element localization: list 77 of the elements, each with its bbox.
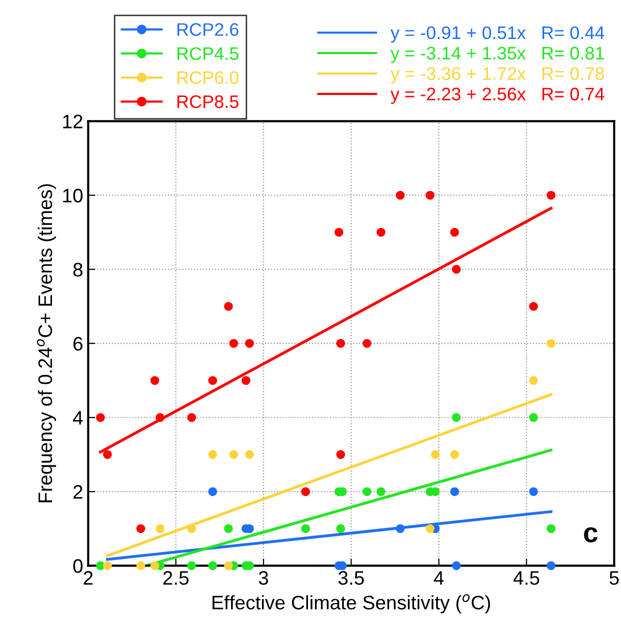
y-tick-label: 0 — [73, 559, 83, 573]
point — [452, 561, 461, 570]
point — [546, 190, 556, 200]
point — [156, 524, 164, 534]
legend-label: y = -3.14 + 1.35x R= 0.81 — [390, 46, 604, 64]
point — [224, 561, 233, 570]
annotation: c — [584, 527, 598, 542]
y-axis-title: Frequency of 0.24$^{o}$C+ Events (times) — [36, 184, 56, 502]
legend-label: RCP2.6 — [177, 23, 238, 36]
point — [245, 450, 254, 459]
legend-label: y = -0.91 + 0.51x R= 0.44 — [390, 26, 604, 43]
x-tick-label: 5 — [610, 571, 619, 585]
point — [336, 450, 346, 459]
point — [376, 228, 386, 237]
x-tick-label: 3 — [258, 571, 268, 585]
point — [187, 561, 196, 570]
point — [546, 561, 556, 570]
point — [103, 450, 112, 459]
point — [546, 339, 556, 348]
point — [450, 450, 460, 459]
point — [187, 413, 196, 422]
point — [229, 450, 238, 459]
point — [208, 376, 218, 385]
point — [150, 561, 160, 570]
point — [301, 524, 310, 534]
y-tick-label: 12 — [63, 114, 82, 128]
point — [362, 487, 372, 496]
point — [224, 524, 233, 534]
point — [426, 190, 434, 200]
point — [208, 487, 218, 496]
point — [242, 376, 250, 385]
y-tick-label: 2 — [73, 485, 82, 499]
point — [452, 264, 461, 274]
legend-label: y = -3.36 + 1.72x R= 0.78 — [390, 67, 604, 84]
point — [529, 302, 538, 311]
point — [529, 413, 538, 422]
point — [136, 561, 146, 570]
legend-label: RCP4.5 — [177, 47, 238, 60]
point — [336, 524, 346, 534]
point — [430, 450, 440, 459]
point — [136, 524, 146, 534]
legend-label: RCP6.0 — [177, 71, 238, 84]
point — [546, 524, 556, 534]
point — [208, 561, 218, 570]
x-tick-label: 2 — [84, 571, 93, 585]
y-tick-label: 6 — [73, 336, 82, 351]
point — [426, 524, 434, 534]
legend-label: y = -2.23 + 2.56x R= 0.74 — [390, 88, 604, 104]
point — [229, 339, 238, 348]
point — [208, 450, 218, 459]
point — [396, 524, 405, 534]
point — [301, 487, 310, 496]
point — [450, 228, 460, 237]
point — [362, 339, 372, 348]
point — [103, 561, 112, 570]
x-tick-label: 2.5 — [163, 571, 189, 585]
point — [396, 190, 405, 200]
y-tick-label: 10 — [63, 188, 83, 202]
x-tick-label: 3.5 — [338, 571, 364, 585]
point — [245, 339, 254, 348]
y-tick-label: 8 — [73, 262, 82, 277]
x-axis-title: Effective Climate Sensitivity ($^{o}$C) — [212, 594, 490, 614]
point — [450, 487, 460, 496]
point — [224, 302, 233, 311]
y-tick-label: 4 — [72, 411, 83, 425]
point — [156, 413, 164, 422]
point — [334, 228, 344, 237]
point — [150, 376, 160, 385]
point — [452, 413, 461, 422]
legend-label: RCP8.5 — [177, 95, 238, 108]
x-tick-label: 4 — [434, 571, 444, 585]
point — [96, 413, 105, 422]
point — [529, 487, 538, 496]
point — [529, 376, 538, 385]
point — [336, 339, 346, 348]
x-tick-label: 4.5 — [513, 571, 540, 585]
point — [376, 487, 386, 496]
